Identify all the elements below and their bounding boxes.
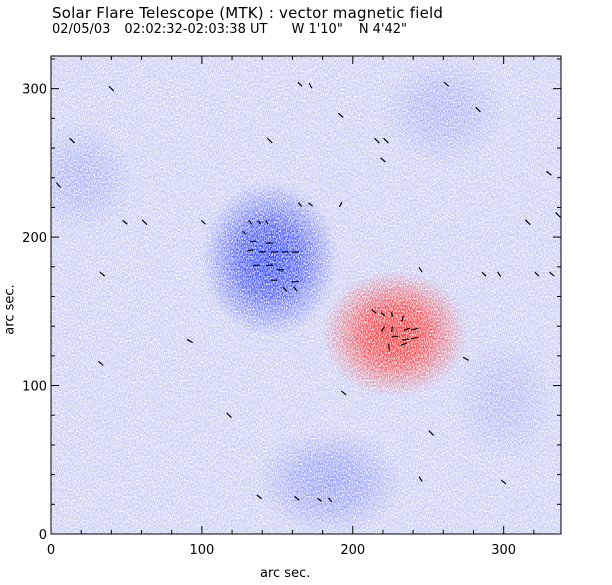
field-vector [371, 308, 377, 314]
y-axis-label-wrap: arc sec. [0, 250, 20, 370]
field-vector [249, 240, 257, 243]
field-vector [555, 212, 561, 218]
chart-subtitle: 02/05/03 02:02:32-02:03:38 UT W 1'10" N 4'4… [52, 22, 407, 37]
field-vector [247, 249, 254, 252]
x-axis-label: arc sec. [260, 566, 311, 581]
latitude-label: N 4'42" [358, 22, 408, 37]
field-vector [69, 137, 75, 144]
field-vector [293, 286, 298, 292]
field-vector [403, 327, 411, 331]
x-tick-label: 300 [491, 543, 516, 558]
field-vector [337, 112, 344, 118]
y-tick-label: 200 [22, 231, 47, 246]
field-vector [497, 271, 502, 277]
field-vector [418, 476, 423, 482]
y-tick-label: 100 [22, 380, 47, 395]
field-vector [99, 271, 106, 277]
x-tick-label: 100 [189, 543, 214, 558]
field-vector [443, 81, 450, 87]
axes: 0 100 200 300 0 100 200 300 [22, 56, 561, 558]
field-vector [410, 336, 419, 340]
field-vector [428, 430, 435, 436]
field-vector [252, 264, 260, 267]
vector-arrows [56, 81, 561, 503]
field-vector [391, 335, 399, 338]
field-vector [141, 219, 148, 226]
field-vector [248, 219, 253, 225]
field-vector [380, 157, 386, 163]
field-vector [282, 286, 288, 292]
field-vector [401, 338, 410, 341]
field-vector [546, 170, 552, 176]
field-vector [265, 220, 269, 225]
field-vector [257, 220, 262, 225]
y-tick-label: 300 [22, 83, 47, 98]
field-vector [56, 182, 62, 188]
field-vector [328, 497, 333, 503]
field-vector [380, 326, 386, 332]
field-vector [122, 219, 128, 225]
field-vector [549, 271, 555, 277]
field-vector [291, 280, 300, 283]
field-vector [338, 201, 343, 208]
field-vector [294, 495, 300, 501]
field-vector [534, 271, 540, 277]
field-vector [98, 360, 104, 366]
field-vector [242, 230, 247, 235]
field-vector [108, 85, 115, 92]
field-vector [391, 326, 393, 333]
longitude-label: W 1'10" [291, 22, 343, 37]
y-tick-label: 0 [39, 528, 47, 543]
field-vector [256, 494, 263, 500]
field-vector [383, 137, 389, 144]
plot-frame [50, 55, 562, 535]
scan-streak-overlay [51, 56, 561, 534]
x-tick-label: 200 [340, 543, 365, 558]
field-vector [462, 356, 470, 361]
y-axis-label: arc sec. [2, 284, 18, 335]
field-vector [401, 315, 404, 322]
field-vector [308, 83, 313, 89]
field-vector [418, 267, 423, 273]
field-vector [226, 412, 232, 419]
field-vector [401, 342, 408, 346]
field-vector [500, 479, 507, 485]
field-vector [380, 312, 386, 317]
field-vector [410, 327, 419, 331]
observation-date: 02/05/03 [52, 22, 111, 37]
field-vector [481, 271, 487, 277]
chart-title: Solar Flare Telescope (MTK) : vector mag… [52, 4, 444, 22]
field-vector [524, 219, 531, 226]
field-vector [374, 137, 380, 144]
field-vector [340, 390, 347, 396]
field-vector [186, 338, 193, 344]
field-vector [387, 343, 390, 351]
field-vector [297, 202, 303, 207]
field-vector [266, 137, 273, 144]
field-vector [308, 202, 313, 207]
observation-time: 02:02:32-02:03:38 UT [124, 22, 268, 37]
field-vector [391, 311, 393, 317]
field-vector [297, 81, 303, 87]
x-tick-label: 0 [47, 543, 55, 558]
field-vector [475, 106, 481, 113]
field-vector [317, 497, 322, 502]
field-vector [200, 219, 206, 225]
